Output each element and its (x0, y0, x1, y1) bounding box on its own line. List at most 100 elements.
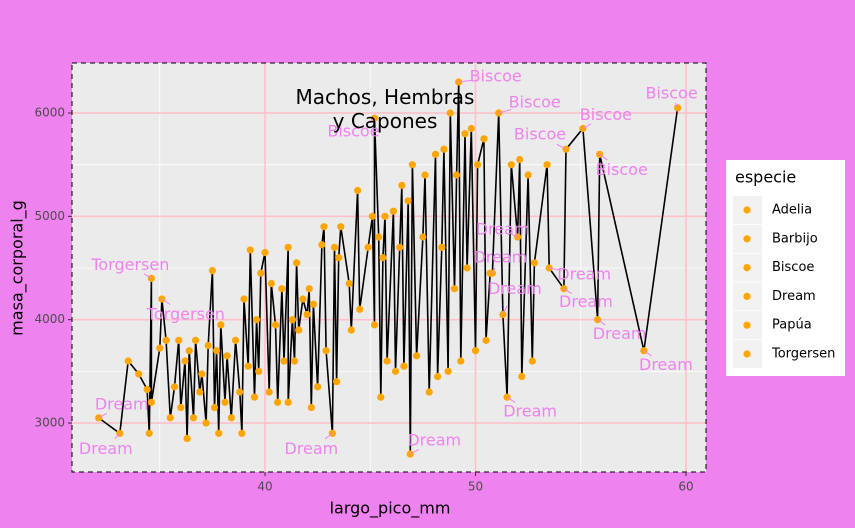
data-point (213, 347, 221, 355)
data-point (255, 367, 263, 375)
data-label: Dream (593, 324, 647, 343)
data-point (158, 295, 166, 303)
data-point (274, 398, 282, 406)
data-label: Biscoe (327, 122, 379, 141)
data-point (236, 388, 244, 396)
data-point (368, 212, 376, 220)
data-point (543, 161, 551, 169)
data-point (332, 378, 341, 386)
label-leader (161, 298, 171, 306)
label-leader (502, 305, 508, 315)
data-point (305, 285, 313, 293)
data-label: Dream (476, 220, 530, 239)
data-point (379, 254, 387, 262)
data-point (425, 388, 433, 396)
data-point (444, 367, 452, 375)
x-tick-label: 60 (678, 480, 693, 494)
data-point (318, 241, 326, 249)
data-point (290, 357, 299, 365)
data-point (124, 357, 132, 365)
data-label: Dream (503, 402, 557, 421)
data-point (400, 362, 408, 370)
data-point (210, 403, 219, 412)
data-point (419, 233, 427, 241)
data-point (181, 357, 189, 365)
chart-title: Machos, Hembras y Capones (296, 85, 475, 133)
data-point (244, 362, 252, 370)
x-tick-label: 40 (257, 480, 272, 494)
data-point (278, 285, 286, 293)
data-point (461, 130, 469, 138)
data-point (238, 429, 246, 437)
legend-title: especie (735, 168, 796, 187)
data-point (227, 414, 235, 422)
data-point (471, 347, 480, 355)
data-label: Biscoe (514, 125, 566, 144)
data-point (280, 357, 288, 365)
label-leader (458, 79, 472, 83)
data-point (145, 429, 153, 437)
legend-marker (743, 206, 751, 214)
y-tick-label: 4000 (34, 312, 65, 326)
data-point (309, 300, 318, 308)
data-point (292, 259, 301, 267)
data-point (223, 352, 231, 360)
label-leader (491, 267, 496, 274)
data-point (267, 279, 275, 288)
data-point (320, 223, 328, 231)
legend-label: Dream (772, 289, 816, 304)
y-tick-label: 5000 (34, 209, 65, 223)
data-point (562, 145, 570, 153)
data-point (303, 310, 311, 319)
data-point (408, 161, 416, 169)
data-point (347, 326, 355, 334)
data-point (143, 385, 151, 394)
data-point (284, 398, 292, 406)
data-point (177, 403, 185, 412)
label-leader (563, 288, 572, 295)
label-leader (98, 412, 108, 419)
data-point (250, 393, 259, 401)
data-label: Biscoe (596, 160, 648, 179)
data-point (518, 372, 526, 381)
legend-label: Adelia (772, 203, 812, 218)
data-point (450, 285, 459, 293)
label-leader (324, 432, 333, 440)
data-point (198, 370, 206, 378)
legend-label: Biscoe (772, 260, 814, 275)
legend-marker (743, 264, 751, 272)
legend-marker (743, 235, 751, 243)
data-point (204, 341, 212, 350)
y-tick-label: 3000 (34, 416, 65, 430)
data-point (474, 161, 482, 169)
x-tick-label: 50 (468, 480, 483, 494)
data-point (383, 357, 391, 365)
label-leader (582, 123, 592, 129)
data-point (253, 316, 261, 324)
data-label: Dream (284, 439, 338, 458)
data-point (175, 336, 183, 344)
legend-marker (743, 292, 751, 300)
data-label: Biscoe (645, 83, 697, 102)
data-point (528, 357, 536, 365)
data-point (438, 243, 446, 251)
data-label: Dream (473, 248, 527, 267)
data-point (398, 181, 406, 189)
data-point (185, 347, 193, 355)
data-point (524, 171, 532, 179)
data-point (240, 295, 248, 303)
label-leader (498, 109, 512, 114)
data-point (314, 383, 322, 391)
y-axis-title: masa_corporal_g (8, 200, 28, 336)
data-point (516, 155, 524, 164)
data-point (288, 316, 296, 324)
data-point (265, 388, 273, 396)
data-point (215, 429, 223, 437)
data-point (354, 186, 362, 195)
data-point (396, 243, 404, 251)
panel (72, 63, 706, 472)
data-line (98, 81, 679, 455)
data-point (295, 326, 303, 334)
data-point (463, 264, 471, 272)
